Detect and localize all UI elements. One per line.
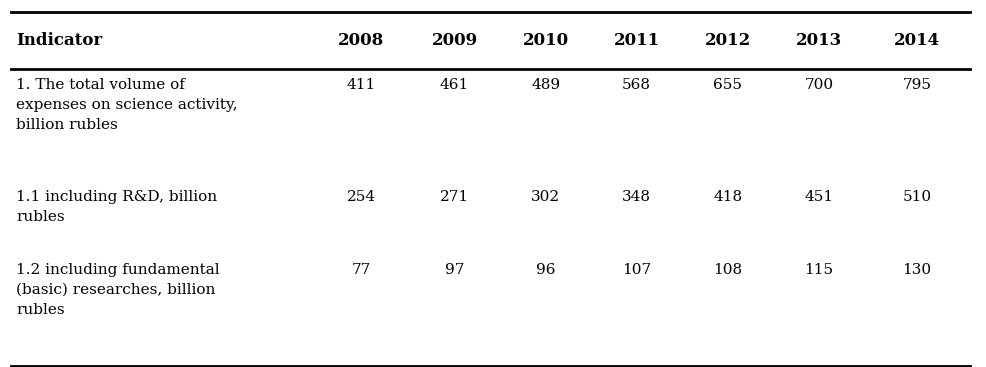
Text: 461: 461 bbox=[440, 78, 469, 92]
Text: 2009: 2009 bbox=[432, 32, 477, 49]
Text: Indicator: Indicator bbox=[16, 32, 103, 49]
Text: 348: 348 bbox=[622, 190, 651, 204]
Text: (basic) researches, billion: (basic) researches, billion bbox=[16, 283, 216, 297]
Text: 510: 510 bbox=[902, 190, 932, 204]
Text: 1. The total volume of: 1. The total volume of bbox=[16, 78, 185, 92]
Text: rubles: rubles bbox=[16, 303, 65, 317]
Text: 655: 655 bbox=[713, 78, 742, 92]
Text: 411: 411 bbox=[346, 78, 376, 92]
Text: 77: 77 bbox=[351, 263, 371, 277]
Text: 107: 107 bbox=[622, 263, 652, 277]
Text: 2011: 2011 bbox=[613, 32, 660, 49]
Text: 489: 489 bbox=[531, 78, 560, 92]
Text: 2010: 2010 bbox=[523, 32, 569, 49]
Text: 700: 700 bbox=[805, 78, 833, 92]
Text: expenses on science activity,: expenses on science activity, bbox=[16, 98, 238, 112]
Text: 254: 254 bbox=[346, 190, 376, 204]
Text: 97: 97 bbox=[445, 263, 464, 277]
Text: 451: 451 bbox=[805, 190, 833, 204]
Text: 302: 302 bbox=[531, 190, 560, 204]
Text: 130: 130 bbox=[902, 263, 932, 277]
Text: 96: 96 bbox=[536, 263, 555, 277]
Text: 418: 418 bbox=[713, 190, 742, 204]
Text: 108: 108 bbox=[713, 263, 742, 277]
Text: rubles: rubles bbox=[16, 210, 65, 224]
Text: 1.2 including fundamental: 1.2 including fundamental bbox=[16, 263, 220, 277]
Text: 115: 115 bbox=[805, 263, 833, 277]
Text: billion rubles: billion rubles bbox=[16, 119, 118, 132]
Text: 2014: 2014 bbox=[894, 32, 941, 49]
Text: 271: 271 bbox=[440, 190, 469, 204]
Text: 1.1 including R&D, billion: 1.1 including R&D, billion bbox=[16, 190, 217, 204]
Text: 2013: 2013 bbox=[796, 32, 842, 49]
Text: 2012: 2012 bbox=[705, 32, 751, 49]
Text: 568: 568 bbox=[622, 78, 651, 92]
Text: 795: 795 bbox=[902, 78, 932, 92]
Text: 2008: 2008 bbox=[338, 32, 385, 49]
